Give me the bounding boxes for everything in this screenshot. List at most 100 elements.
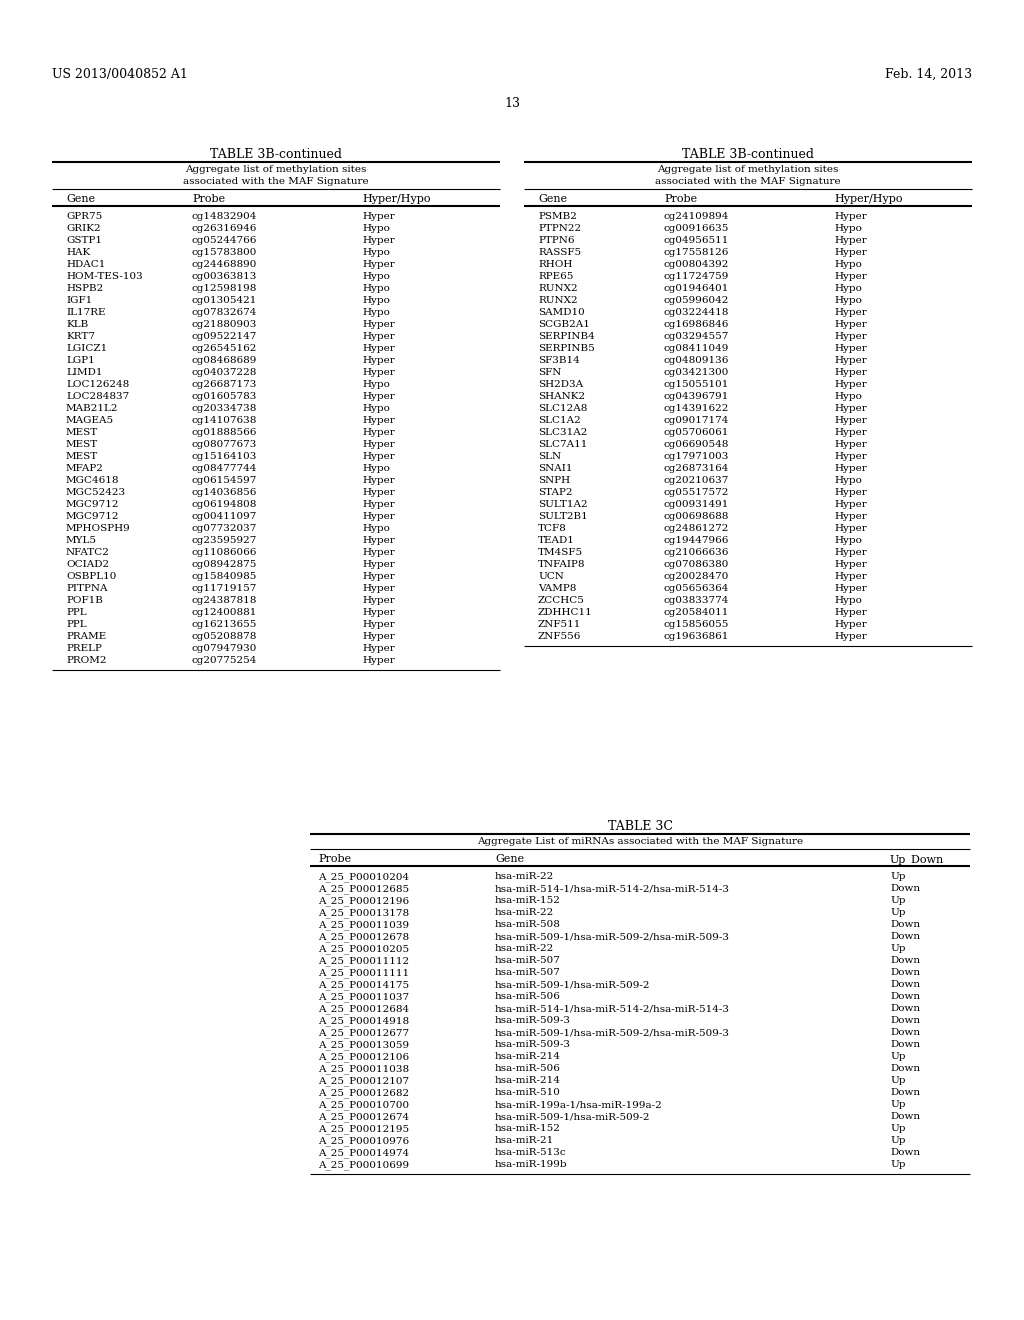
Text: LOC284837: LOC284837 (66, 392, 129, 401)
Text: Aggregate list of methylation sites: Aggregate list of methylation sites (185, 165, 367, 174)
Text: Down: Down (890, 1016, 921, 1026)
Text: hsa-miR-506: hsa-miR-506 (495, 1064, 561, 1073)
Text: cg01305421: cg01305421 (193, 296, 257, 305)
Text: cg20334738: cg20334738 (193, 404, 257, 413)
Text: 13: 13 (504, 96, 520, 110)
Text: Up: Up (890, 1100, 905, 1109)
Text: hsa-miR-514-1/hsa-miR-514-2/hsa-miR-514-3: hsa-miR-514-1/hsa-miR-514-2/hsa-miR-514-… (495, 884, 730, 894)
Text: associated with the MAF Signature: associated with the MAF Signature (655, 177, 841, 186)
Text: SFN: SFN (538, 368, 561, 378)
Text: RPE65: RPE65 (538, 272, 573, 281)
Text: hsa-miR-509-1/hsa-miR-509-2: hsa-miR-509-1/hsa-miR-509-2 (495, 979, 650, 989)
Text: cg24468890: cg24468890 (193, 260, 257, 269)
Text: hsa-miR-22: hsa-miR-22 (495, 873, 554, 880)
Text: cg20775254: cg20775254 (193, 656, 257, 665)
Text: cg11724759: cg11724759 (664, 272, 729, 281)
Text: Up: Up (890, 896, 905, 906)
Text: A_25_P00013059: A_25_P00013059 (318, 1040, 410, 1049)
Text: cg05656364: cg05656364 (664, 583, 729, 593)
Text: Hyper: Hyper (362, 500, 394, 510)
Text: MGC9712: MGC9712 (66, 500, 120, 510)
Text: HDAC1: HDAC1 (66, 260, 105, 269)
Text: Feb. 14, 2013: Feb. 14, 2013 (885, 69, 972, 81)
Text: cg07732037: cg07732037 (193, 524, 257, 533)
Text: hsa-miR-508: hsa-miR-508 (495, 920, 561, 929)
Text: LIMD1: LIMD1 (66, 368, 102, 378)
Text: cg19636861: cg19636861 (664, 632, 729, 642)
Text: cg19447966: cg19447966 (664, 536, 729, 545)
Text: STAP2: STAP2 (538, 488, 572, 498)
Text: OCIAD2: OCIAD2 (66, 560, 110, 569)
Text: Hyper: Hyper (362, 583, 394, 593)
Text: A_25_P00012682: A_25_P00012682 (318, 1088, 410, 1098)
Text: cg04809136: cg04809136 (664, 356, 729, 366)
Text: LGP1: LGP1 (66, 356, 95, 366)
Text: A_25_P00012107: A_25_P00012107 (318, 1076, 410, 1085)
Text: A_25_P00011112: A_25_P00011112 (318, 956, 410, 966)
Text: A_25_P00010976: A_25_P00010976 (318, 1137, 410, 1146)
Text: cg14391622: cg14391622 (664, 404, 729, 413)
Text: PROM2: PROM2 (66, 656, 106, 665)
Text: associated with the MAF Signature: associated with the MAF Signature (183, 177, 369, 186)
Text: cg23595927: cg23595927 (193, 536, 257, 545)
Text: IL17RE: IL17RE (66, 308, 105, 317)
Text: cg00363813: cg00363813 (193, 272, 257, 281)
Text: hsa-miR-152: hsa-miR-152 (495, 1125, 561, 1133)
Text: Hyper: Hyper (362, 440, 394, 449)
Text: cg08468689: cg08468689 (193, 356, 257, 366)
Text: SERPINB5: SERPINB5 (538, 345, 595, 352)
Text: cg05517572: cg05517572 (664, 488, 729, 498)
Text: cg01888566: cg01888566 (193, 428, 257, 437)
Text: hsa-miR-507: hsa-miR-507 (495, 968, 561, 977)
Text: TM4SF5: TM4SF5 (538, 548, 583, 557)
Text: Down: Down (890, 1148, 921, 1158)
Text: cg15783800: cg15783800 (193, 248, 257, 257)
Text: hsa-miR-22: hsa-miR-22 (495, 908, 554, 917)
Text: cg26873164: cg26873164 (664, 465, 729, 473)
Text: Down: Down (890, 1064, 921, 1073)
Text: Hyper: Hyper (834, 583, 866, 593)
Text: cg00804392: cg00804392 (664, 260, 729, 269)
Text: cg06154597: cg06154597 (193, 477, 257, 484)
Text: SNAI1: SNAI1 (538, 465, 572, 473)
Text: SCGB2A1: SCGB2A1 (538, 319, 590, 329)
Text: NFATC2: NFATC2 (66, 548, 110, 557)
Text: cg05208878: cg05208878 (193, 632, 257, 642)
Text: Aggregate list of methylation sites: Aggregate list of methylation sites (657, 165, 839, 174)
Text: Probe: Probe (318, 854, 351, 865)
Text: Hyper: Hyper (834, 488, 866, 498)
Text: Hypo: Hypo (834, 224, 862, 234)
Text: KRT7: KRT7 (66, 333, 95, 341)
Text: cg14036856: cg14036856 (193, 488, 257, 498)
Text: Hyper: Hyper (362, 597, 394, 605)
Text: Hyper: Hyper (834, 609, 866, 616)
Text: cg04037228: cg04037228 (193, 368, 257, 378)
Text: Hyper: Hyper (834, 272, 866, 281)
Text: Up: Up (890, 908, 905, 917)
Text: cg05244766: cg05244766 (193, 236, 257, 246)
Text: Down: Down (890, 1040, 921, 1049)
Text: Hyper: Hyper (834, 368, 866, 378)
Text: A_25_P00010699: A_25_P00010699 (318, 1160, 410, 1170)
Text: IGF1: IGF1 (66, 296, 92, 305)
Text: GSTP1: GSTP1 (66, 236, 102, 246)
Text: PPL: PPL (66, 609, 87, 616)
Text: SAMD10: SAMD10 (538, 308, 585, 317)
Text: Aggregate List of miRNAs associated with the MAF Signature: Aggregate List of miRNAs associated with… (477, 837, 803, 846)
Text: A_25_P00011038: A_25_P00011038 (318, 1064, 410, 1073)
Text: hsa-miR-22: hsa-miR-22 (495, 944, 554, 953)
Text: SLC1A2: SLC1A2 (538, 416, 581, 425)
Text: cg01605783: cg01605783 (193, 392, 257, 401)
Text: hsa-miR-199b: hsa-miR-199b (495, 1160, 567, 1170)
Text: hsa-miR-509-1/hsa-miR-509-2: hsa-miR-509-1/hsa-miR-509-2 (495, 1111, 650, 1121)
Text: Hyper: Hyper (834, 428, 866, 437)
Text: Hyper: Hyper (362, 560, 394, 569)
Text: Hypo: Hypo (362, 465, 390, 473)
Text: Hypo: Hypo (362, 272, 390, 281)
Text: hsa-miR-514-1/hsa-miR-514-2/hsa-miR-514-3: hsa-miR-514-1/hsa-miR-514-2/hsa-miR-514-… (495, 1005, 730, 1012)
Text: RHOH: RHOH (538, 260, 572, 269)
Text: SNPH: SNPH (538, 477, 570, 484)
Text: PPL: PPL (66, 620, 87, 630)
Text: cg11086066: cg11086066 (193, 548, 257, 557)
Text: Down: Down (890, 920, 921, 929)
